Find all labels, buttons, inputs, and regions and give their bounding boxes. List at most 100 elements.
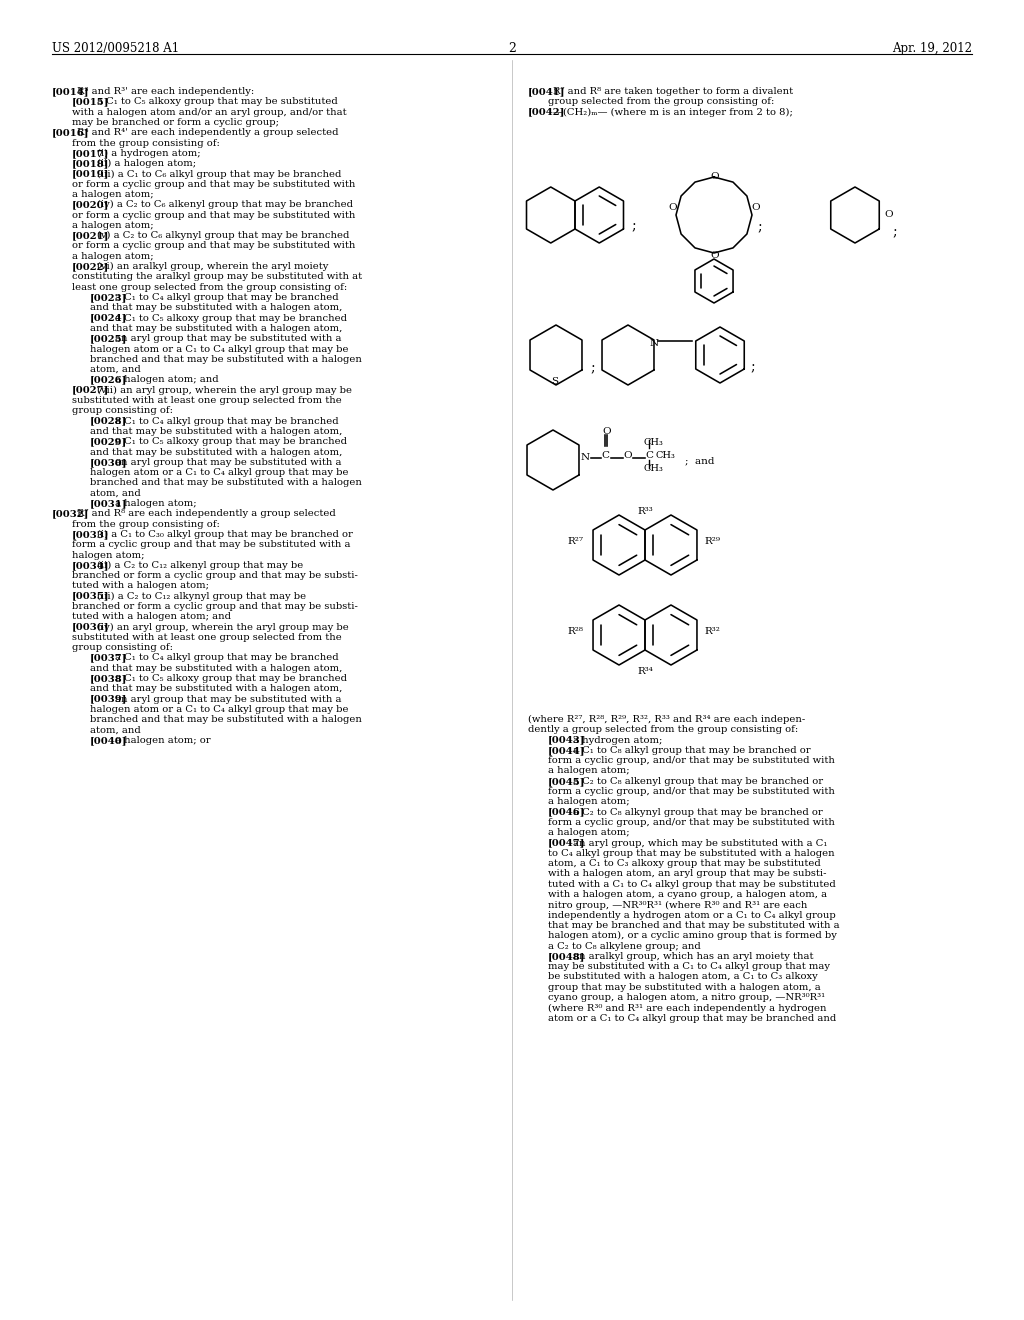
Text: (iv) a C₂ to C₆ alkenyl group that may be branched: (iv) a C₂ to C₆ alkenyl group that may b…: [97, 201, 353, 210]
Text: [0029]: [0029]: [90, 437, 127, 446]
Text: a C₁ to C₈ alkyl group that may be branched or: a C₁ to C₈ alkyl group that may be branc…: [573, 746, 811, 755]
Text: R⁷ and R⁸ are taken together to form a divalent: R⁷ and R⁸ are taken together to form a d…: [553, 87, 794, 96]
Text: from the group consisting of:: from the group consisting of:: [72, 139, 220, 148]
Text: dently a group selected from the group consisting of:: dently a group selected from the group c…: [528, 725, 799, 734]
Text: and that may be substituted with a halogen atom,: and that may be substituted with a halog…: [90, 304, 342, 313]
Text: tuted with a halogen atom; and: tuted with a halogen atom; and: [72, 612, 231, 622]
Text: [0031]: [0031]: [90, 499, 128, 508]
Text: (ii) a halogen atom;: (ii) a halogen atom;: [97, 160, 197, 168]
Text: halogen atom), or a cyclic amino group that is formed by: halogen atom), or a cyclic amino group t…: [548, 932, 837, 940]
Text: cyano group, a halogen atom, a nitro group, —NR³⁰R³¹: cyano group, a halogen atom, a nitro gro…: [548, 993, 825, 1002]
Text: [0037]: [0037]: [90, 653, 127, 663]
Text: that may be branched and that may be substituted with a: that may be branched and that may be sub…: [548, 921, 840, 931]
Text: O: O: [602, 426, 610, 436]
Text: [0023]: [0023]: [90, 293, 127, 302]
Text: from the group consisting of:: from the group consisting of:: [72, 520, 220, 528]
Text: may be branched or form a cyclic group;: may be branched or form a cyclic group;: [72, 117, 279, 127]
Text: a C₁ to C₅ alkoxy group that may be branched: a C₁ to C₅ alkoxy group that may be bran…: [116, 437, 347, 446]
Text: halogen atom;: halogen atom;: [72, 550, 144, 560]
Text: a C₁ to C₅ alkoxy group that may be branched: a C₁ to C₅ alkoxy group that may be bran…: [116, 314, 347, 322]
Text: (where R³⁰ and R³¹ are each independently a hydrogen: (where R³⁰ and R³¹ are each independentl…: [548, 1003, 826, 1012]
Text: to C₄ alkyl group that may be substituted with a halogen: to C₄ alkyl group that may be substitute…: [548, 849, 835, 858]
Text: group consisting of:: group consisting of:: [72, 407, 173, 416]
Text: CH₃: CH₃: [655, 451, 675, 459]
Text: form a cyclic group, and/or that may be substituted with: form a cyclic group, and/or that may be …: [548, 756, 835, 766]
Text: a C₂ to C₈ alkenyl group that may be branched or: a C₂ to C₈ alkenyl group that may be bra…: [573, 776, 823, 785]
Text: [0016]: [0016]: [52, 128, 89, 137]
Text: atom, and: atom, and: [90, 488, 140, 498]
Text: or form a cyclic group and that may be substituted with: or form a cyclic group and that may be s…: [72, 180, 355, 189]
Text: (i) a C₁ to C₃₀ alkyl group that may be branched or: (i) a C₁ to C₃₀ alkyl group that may be …: [97, 529, 353, 539]
Text: (where R²⁷, R²⁸, R²⁹, R³², R³³ and R³⁴ are each indepen-: (where R²⁷, R²⁸, R²⁹, R³², R³³ and R³⁴ a…: [528, 715, 805, 725]
Text: N: N: [581, 453, 590, 462]
Text: a C₁ to C₄ alkyl group that may be branched: a C₁ to C₄ alkyl group that may be branc…: [116, 417, 339, 425]
Text: and that may be substituted with a halogen atom,: and that may be substituted with a halog…: [90, 684, 342, 693]
Text: ;: ;: [892, 224, 897, 239]
Text: [0047]: [0047]: [548, 838, 586, 847]
Text: an aryl group, which may be substituted with a C₁: an aryl group, which may be substituted …: [573, 838, 827, 847]
Text: ;: ;: [750, 360, 755, 374]
Text: tuted with a halogen atom;: tuted with a halogen atom;: [72, 581, 209, 590]
Text: CH₃: CH₃: [643, 438, 663, 447]
Text: group that may be substituted with a halogen atom, a: group that may be substituted with a hal…: [548, 983, 821, 991]
Text: [0040]: [0040]: [90, 735, 128, 744]
Text: branched or form a cyclic group and that may be substi-: branched or form a cyclic group and that…: [72, 572, 357, 579]
Text: [0042]: [0042]: [528, 108, 565, 116]
Text: with a halogen atom, an aryl group that may be substi-: with a halogen atom, an aryl group that …: [548, 870, 826, 879]
Text: [0039]: [0039]: [90, 694, 127, 704]
Text: R³²: R³²: [703, 627, 720, 636]
Text: [0035]: [0035]: [72, 591, 110, 601]
Text: [0015]: [0015]: [72, 98, 110, 107]
Text: atom, and: atom, and: [90, 366, 140, 374]
Text: halogen atom or a C₁ to C₄ alkyl group that may be: halogen atom or a C₁ to C₄ alkyl group t…: [90, 705, 348, 714]
Text: a C₂ to C₈ alkynyl group that may be branched or: a C₂ to C₈ alkynyl group that may be bra…: [573, 808, 823, 817]
Text: a halogen atom; and: a halogen atom; and: [116, 375, 219, 384]
Text: an aryl group that may be substituted with a: an aryl group that may be substituted wi…: [116, 458, 342, 467]
Text: ;: ;: [590, 360, 595, 375]
Text: and that may be substituted with a halogen atom,: and that may be substituted with a halog…: [90, 323, 342, 333]
Text: [0044]: [0044]: [548, 746, 586, 755]
Text: R²⁹: R²⁹: [703, 537, 720, 546]
Text: [0048]: [0048]: [548, 952, 586, 961]
Text: [0027]: [0027]: [72, 385, 110, 395]
Text: Apr. 19, 2012: Apr. 19, 2012: [892, 42, 972, 55]
Text: [0030]: [0030]: [90, 458, 128, 467]
Text: [0032]: [0032]: [52, 510, 89, 519]
Text: form a cyclic group, and/or that may be substituted with: form a cyclic group, and/or that may be …: [548, 787, 835, 796]
Text: ;  and: ; and: [685, 455, 715, 465]
Text: form a cyclic group, and/or that may be substituted with: form a cyclic group, and/or that may be …: [548, 818, 835, 828]
Text: [0043]: [0043]: [548, 735, 586, 744]
Text: R³ and R³' are each independently:: R³ and R³' are each independently:: [78, 87, 255, 96]
Text: [0034]: [0034]: [72, 561, 110, 570]
Text: [0038]: [0038]: [90, 675, 127, 682]
Text: a C₂ to C₈ alkylene group; and: a C₂ to C₈ alkylene group; and: [548, 941, 700, 950]
Text: and that may be substituted with a halogen atom,: and that may be substituted with a halog…: [90, 664, 342, 673]
Text: R⁴ and R⁴' are each independently a group selected: R⁴ and R⁴' are each independently a grou…: [78, 128, 339, 137]
Text: a C₁ to C₄ alkyl group that may be branched: a C₁ to C₄ alkyl group that may be branc…: [116, 293, 339, 302]
Text: [0045]: [0045]: [548, 776, 586, 785]
Text: branched or form a cyclic group and that may be substi-: branched or form a cyclic group and that…: [72, 602, 357, 611]
Text: [0046]: [0046]: [548, 808, 586, 817]
Text: O: O: [884, 210, 893, 219]
Text: or form a cyclic group and that may be substituted with: or form a cyclic group and that may be s…: [72, 211, 355, 219]
Text: atom, and: atom, and: [90, 726, 140, 735]
Text: N: N: [650, 339, 659, 348]
Text: a halogen atom;: a halogen atom;: [116, 499, 197, 508]
Text: [0036]: [0036]: [72, 623, 110, 631]
Text: branched and that may be substituted with a halogen: branched and that may be substituted wit…: [90, 478, 361, 487]
Text: atom, a C₁ to C₃ alkoxy group that may be substituted: atom, a C₁ to C₃ alkoxy group that may b…: [548, 859, 821, 869]
Text: (ii) a C₂ to C₁₂ alkenyl group that may be: (ii) a C₂ to C₁₂ alkenyl group that may …: [97, 561, 304, 570]
Text: atom or a C₁ to C₄ alkyl group that may be branched and: atom or a C₁ to C₄ alkyl group that may …: [548, 1014, 837, 1023]
Text: R⁷ and R⁸ are each independently a group selected: R⁷ and R⁸ are each independently a group…: [78, 510, 336, 519]
Text: branched and that may be substituted with a halogen: branched and that may be substituted wit…: [90, 715, 361, 725]
Text: R³³: R³³: [637, 507, 652, 516]
Text: S: S: [551, 378, 558, 385]
Text: C: C: [601, 451, 609, 459]
Text: be substituted with a halogen atom, a C₁ to C₃ alkoxy: be substituted with a halogen atom, a C₁…: [548, 973, 818, 982]
Text: (iii) a C₂ to C₁₂ alkynyl group that may be: (iii) a C₂ to C₁₂ alkynyl group that may…: [97, 591, 306, 601]
Text: a halogen atom;: a halogen atom;: [548, 797, 630, 807]
Text: [0021]: [0021]: [72, 231, 110, 240]
Text: with a halogen atom, a cyano group, a halogen atom, a: with a halogen atom, a cyano group, a ha…: [548, 890, 827, 899]
Text: (i) a hydrogen atom;: (i) a hydrogen atom;: [97, 149, 201, 158]
Text: or form a cyclic group and that may be substituted with: or form a cyclic group and that may be s…: [72, 242, 355, 251]
